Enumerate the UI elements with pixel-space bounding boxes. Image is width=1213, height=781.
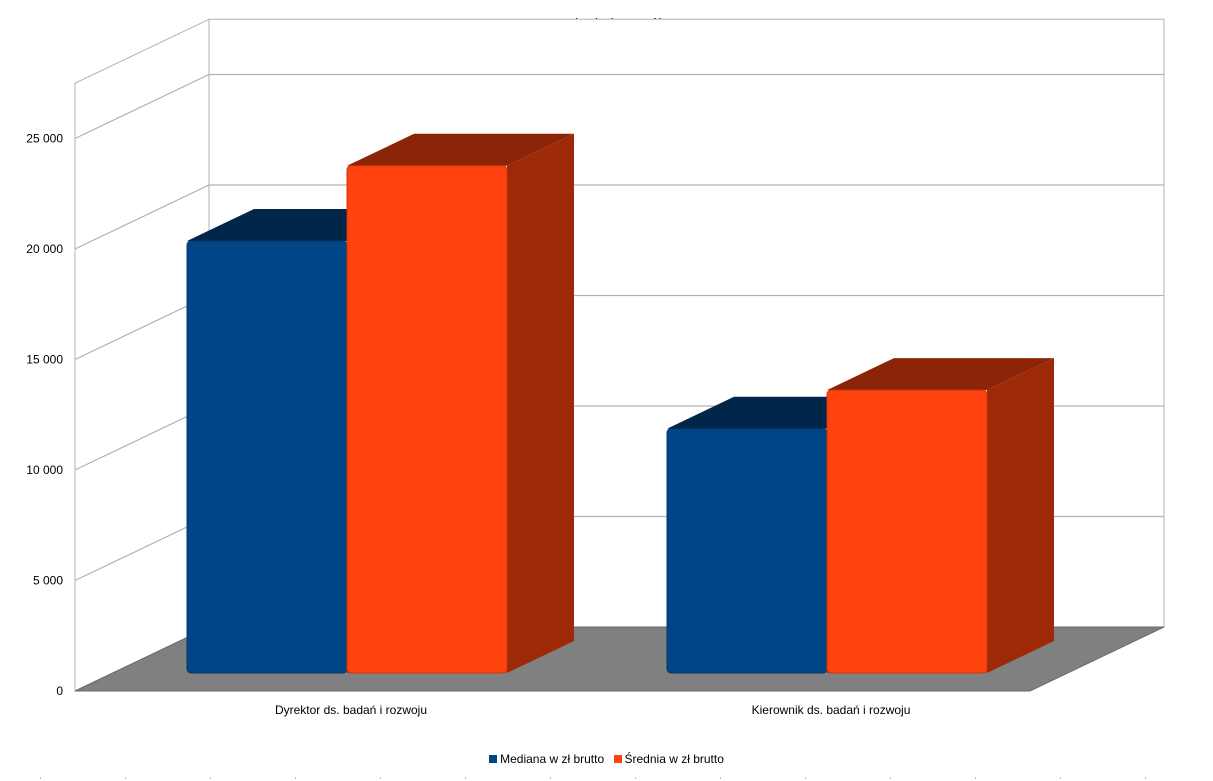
bar	[346, 133, 574, 674]
y-tick-label: 0	[56, 684, 63, 698]
y-tick-label: 25 000	[26, 132, 63, 146]
legend-item-srednia: Średnia w zł brutto	[613, 752, 724, 766]
bar-side	[987, 358, 1054, 673]
bar	[826, 358, 1054, 674]
y-tick-label: 20 000	[26, 242, 63, 256]
y-tick-label: 5 000	[33, 574, 63, 588]
bottom-dotted-border	[0, 777, 1213, 779]
legend-label-srednia: Średnia w zł brutto	[624, 752, 724, 766]
bars	[186, 133, 1054, 674]
bar-side	[507, 133, 574, 673]
legend-item-mediana: Mediana w zł brutto	[489, 752, 604, 766]
x-axis-labels: Dyrektor ds. badań i rozwoju Kierownik ds…	[275, 703, 910, 717]
bar-top	[827, 358, 1054, 391]
legend-swatch-mediana	[489, 755, 498, 763]
bar-front	[346, 165, 508, 674]
bar-front	[666, 428, 828, 674]
legend-label-mediana: Mediana w zł brutto	[500, 752, 605, 766]
y-axis-labels: 0 5 000 10 000 15 000 20 000 25 000	[26, 132, 63, 699]
bar-front	[186, 240, 348, 674]
x-tick-label: Kierownik ds. badań i rozwoju	[752, 703, 911, 717]
bar-front	[826, 389, 988, 674]
legend: Mediana w zł brutto Średnia w zł brutto	[0, 752, 1213, 766]
y-tick-label: 10 000	[26, 463, 63, 477]
gridline	[74, 184, 1164, 250]
legend-swatch-srednia	[613, 755, 622, 763]
y-tick-label: 15 000	[26, 353, 63, 367]
bar-top	[347, 133, 574, 166]
x-tick-label: Dyrektor ds. badań i rozwoju	[275, 703, 427, 717]
gridline	[74, 73, 1164, 140]
